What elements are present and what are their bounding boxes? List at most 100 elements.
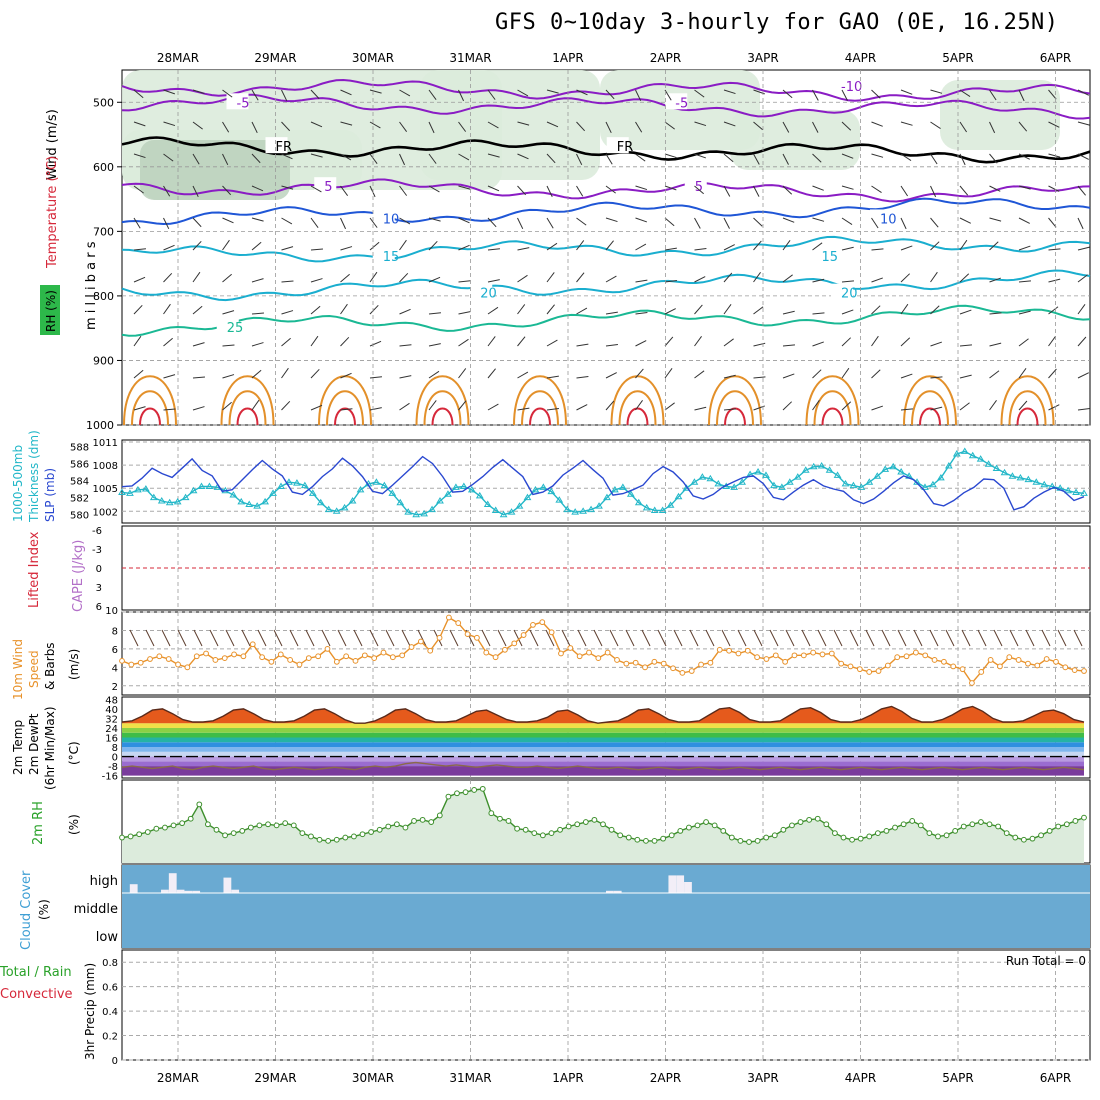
thickness-line-point: [937, 473, 945, 481]
wind10-line-point: [1034, 662, 1041, 669]
wind-barb-10m: [209, 629, 219, 647]
rh2m-line-point: [471, 787, 478, 793]
rh2m-line-point: [170, 822, 177, 829]
thickness-line-point: [785, 478, 794, 485]
thickness-line-point: [149, 493, 158, 501]
temp-color-band: [122, 723, 1084, 728]
thickness-line-point: [706, 474, 715, 482]
wind-barb: [487, 217, 497, 228]
wind-barb-10m: [817, 629, 827, 647]
wind10-line-point: [828, 650, 835, 657]
wind-barb: [222, 239, 230, 251]
wind-barb: [576, 307, 588, 315]
wind-barb: [1048, 368, 1057, 379]
wind-barb: [989, 241, 999, 251]
wind-barb: [930, 271, 938, 283]
thickness-line-point: [642, 503, 651, 511]
wind-label-2: Speed: [27, 650, 41, 688]
rh2m-line-point: [643, 837, 649, 844]
wind-barb: [546, 407, 559, 411]
thickness-line-point: [666, 501, 675, 508]
wind-barb-10m: [785, 629, 795, 647]
wind-barb: [930, 406, 943, 411]
wind-barb: [989, 399, 997, 411]
thickness-line-point: [316, 498, 325, 506]
thickness-line-point: [730, 483, 739, 490]
temp-tick-label: 8: [112, 743, 118, 754]
wind10-line-point: [1053, 658, 1059, 665]
wind-barb: [546, 242, 558, 251]
cape-label-li: Lifted Index: [27, 531, 42, 608]
wind-barb: [369, 121, 381, 129]
thickness-line-point: [698, 473, 707, 480]
wind-barb: [694, 247, 707, 251]
wind-barb: [959, 89, 971, 97]
wind-barb-10m: [305, 629, 315, 647]
temp-line: [121, 705, 1085, 724]
wind-barb: [871, 305, 881, 315]
wind-barb: [487, 153, 500, 158]
wind-barb-10m: [609, 629, 619, 647]
rh2m-line-point: [342, 834, 349, 841]
wind-barb: [369, 241, 380, 251]
wind-barb: [841, 280, 854, 283]
thickness-line-point: [197, 482, 206, 489]
wind-barb: [635, 217, 648, 223]
wind10-line-point: [240, 653, 247, 660]
rh2m-line-point: [445, 793, 452, 800]
wind-barb: [192, 185, 199, 198]
rh2m-line-point: [1072, 818, 1079, 824]
wind10-line-point: [548, 629, 555, 636]
wind-barb: [163, 185, 171, 197]
wind10-line-point: [502, 646, 508, 653]
rh2m-line-point: [986, 821, 993, 828]
wind-barb: [959, 153, 966, 166]
wind-barb-10m: [929, 629, 939, 647]
wind-barb-10m: [289, 629, 299, 647]
date-label-top: 30MAR: [352, 51, 394, 65]
isotherm-label: 20: [841, 287, 858, 302]
rh2m-line-point: [325, 837, 332, 844]
wind-barb: [959, 309, 972, 315]
wind-barb: [222, 153, 229, 166]
wind10-line-point: [436, 634, 443, 641]
isotherm-label-bg: [314, 177, 337, 194]
boundary-layer-contour: [919, 407, 941, 426]
temp-warm-fill: [122, 706, 1084, 724]
wind-barb: [605, 400, 615, 411]
wind-barb-10m: [1025, 629, 1035, 647]
wind-barb: [251, 121, 258, 134]
wind-barb: [871, 89, 881, 99]
thickness-line-point: [921, 483, 929, 490]
thickness-line-point: [944, 461, 953, 469]
wind-barb: [458, 153, 470, 161]
wind-barb-10m: [449, 629, 459, 647]
wind-barb: [871, 405, 883, 411]
wind10-line-point: [978, 669, 985, 675]
wind-barb-10m: [401, 629, 411, 647]
wind-barb: [428, 370, 440, 379]
wind-barb: [900, 303, 909, 315]
thickness-line-point: [396, 498, 405, 506]
wind-barb: [192, 121, 203, 130]
wind-barb-10m: [561, 629, 571, 647]
isotherm-label: 10: [880, 212, 897, 227]
wind-barb: [812, 312, 825, 315]
date-label-top: 3APR: [747, 51, 778, 65]
thickness-line-point: [475, 491, 484, 499]
wind-barb: [900, 121, 913, 126]
thickness-line-point: [1072, 488, 1080, 495]
wind-barb: [694, 153, 707, 159]
date-label-top: 29MAR: [254, 51, 296, 65]
rh2m-line-point: [239, 828, 246, 834]
thickness-line-point: [507, 508, 516, 515]
isotherm-label-bg: [870, 209, 892, 226]
thickness-line-point: [770, 481, 778, 489]
wind-barb: [192, 240, 202, 251]
wind-barb: [723, 408, 736, 411]
wind-barb: [753, 306, 764, 315]
isotherm-label-bg: [470, 283, 493, 300]
rh2m-line-point: [179, 820, 186, 827]
wind-barb: [989, 185, 1001, 192]
wind-barb: [1077, 408, 1090, 411]
